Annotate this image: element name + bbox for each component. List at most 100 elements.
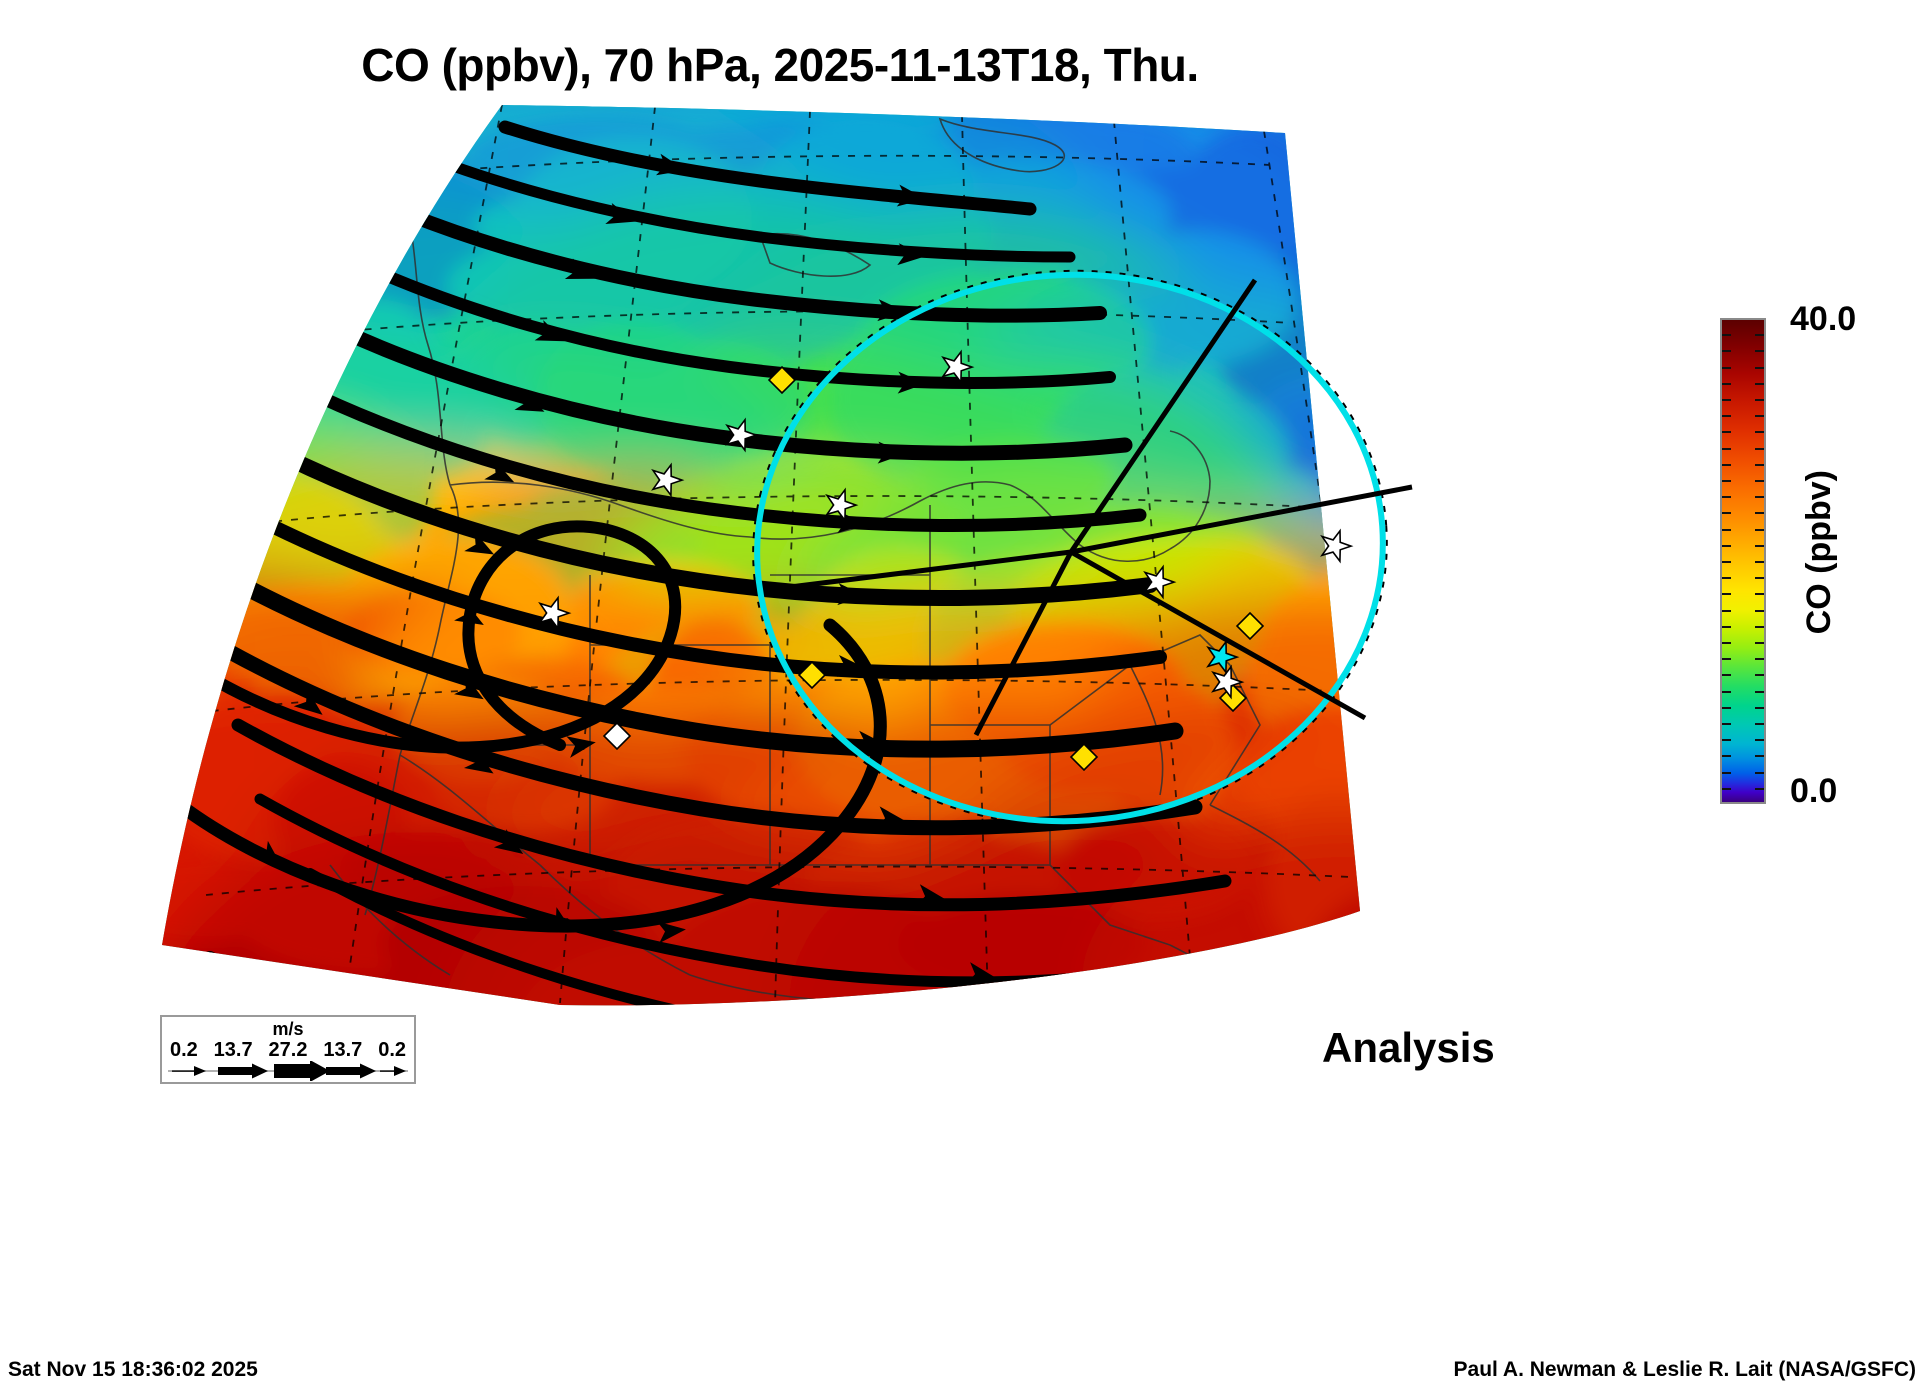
wind-streamline bbox=[288, 378, 1147, 533]
colorbar-tick bbox=[1755, 625, 1764, 628]
station-marker-star[interactable] bbox=[725, 417, 759, 453]
co-field-texture bbox=[1094, 679, 1236, 820]
station-markers-layer[interactable] bbox=[538, 349, 1354, 772]
wind-streamline bbox=[398, 206, 1107, 323]
streamline-arrowhead bbox=[897, 243, 926, 266]
station-marker-star[interactable] bbox=[1143, 564, 1177, 600]
wind-streamline bbox=[262, 441, 1158, 606]
colorbar-tick bbox=[1755, 593, 1764, 596]
streamline-arrowhead bbox=[534, 320, 565, 342]
co-field-texture bbox=[1047, 985, 1274, 1006]
wind-value: 13.7 bbox=[323, 1039, 363, 1061]
colorbar-tick bbox=[1722, 625, 1731, 628]
colorbar-tick bbox=[1722, 739, 1731, 742]
streamline-arrowhead bbox=[253, 840, 283, 868]
colorbar-tick bbox=[1722, 350, 1731, 353]
co-field-texture bbox=[1317, 179, 1360, 359]
station-marker-star[interactable] bbox=[825, 487, 859, 523]
colorbar-tick bbox=[1722, 561, 1731, 563]
co-field-texture bbox=[1268, 786, 1360, 962]
station-marker-star[interactable] bbox=[1206, 639, 1240, 675]
station-marker-diamond[interactable] bbox=[1069, 742, 1099, 772]
streamline-arrowhead bbox=[916, 884, 946, 906]
colorbar-tick bbox=[1722, 642, 1731, 644]
wind-legend-arrow-scale bbox=[168, 1061, 408, 1081]
co-field-texture bbox=[1456, 866, 1480, 990]
colorbar-tick bbox=[1755, 609, 1764, 612]
colorbar-tick bbox=[1755, 366, 1764, 369]
co-field-texture bbox=[162, 317, 298, 441]
colorbar-tick bbox=[1722, 512, 1731, 515]
wind-value: 27.2 bbox=[268, 1039, 308, 1061]
colorbar-tick bbox=[1755, 723, 1764, 725]
colorbar-tick bbox=[1755, 690, 1764, 693]
colorbar-max-label: 40.0 bbox=[1790, 300, 1857, 338]
station-marker-diamond[interactable] bbox=[797, 660, 827, 690]
streamline-arrowhead bbox=[493, 829, 524, 854]
co-field-texture bbox=[662, 886, 978, 1006]
colorbar-tick bbox=[1722, 334, 1731, 337]
colorbar-axis-label: CO (ppbv) bbox=[1800, 470, 1838, 635]
wind-streamline bbox=[229, 574, 1184, 758]
station-marker-diamond[interactable] bbox=[767, 365, 797, 395]
colorbar-tick bbox=[1722, 674, 1731, 677]
streamline-arrowhead bbox=[334, 975, 364, 999]
co-field-texture bbox=[897, 893, 1148, 995]
colorbar-tick bbox=[1722, 496, 1731, 499]
station-marker-star[interactable] bbox=[941, 349, 975, 385]
streamline-arrowhead bbox=[454, 601, 484, 625]
station-marker-diamond[interactable] bbox=[1235, 611, 1265, 641]
streamline-arrowhead bbox=[877, 441, 906, 464]
colorbar-tick bbox=[1755, 739, 1764, 742]
colorbar-tick bbox=[1722, 787, 1731, 790]
map-panel[interactable] bbox=[150, 105, 1480, 1025]
map-canvas[interactable] bbox=[150, 105, 1480, 1025]
co-field-texture bbox=[162, 861, 312, 943]
colorbar-tick bbox=[1722, 544, 1731, 547]
wind-streamline bbox=[305, 868, 1315, 1006]
colorbar-tick bbox=[1755, 528, 1764, 531]
co-field-texture bbox=[162, 630, 192, 771]
colorbar-tick bbox=[1722, 690, 1731, 693]
colorbar-tick bbox=[1722, 593, 1731, 596]
station-marker-star[interactable] bbox=[1211, 664, 1245, 700]
flight-track-radials bbox=[789, 278, 1413, 737]
colorbar-tick bbox=[1722, 706, 1731, 709]
colorbar-tick bbox=[1755, 771, 1764, 774]
colorbar-tick bbox=[1755, 463, 1764, 466]
colorbar-tick bbox=[1755, 544, 1764, 547]
co-field-texture bbox=[1359, 902, 1360, 1006]
wind-streamline bbox=[444, 159, 1076, 263]
station-marker-star[interactable] bbox=[538, 595, 572, 631]
streamline-arrowhead bbox=[605, 202, 636, 225]
analysis-label: Analysis bbox=[1322, 1024, 1495, 1071]
streamline-arrowhead bbox=[876, 806, 906, 829]
colorbar-tick bbox=[1722, 658, 1731, 661]
streamline-arrowhead bbox=[484, 459, 515, 483]
colorbar-tick bbox=[1755, 447, 1764, 450]
streamline-arrowhead bbox=[897, 371, 926, 394]
colorbar-tick bbox=[1755, 480, 1764, 482]
colorbar-tick bbox=[1755, 431, 1764, 434]
station-marker-star[interactable] bbox=[651, 462, 685, 498]
colorbar-tick bbox=[1755, 642, 1764, 644]
colorbar-tick bbox=[1722, 399, 1731, 401]
colorbar-tick bbox=[1755, 496, 1764, 499]
colorbar-tick bbox=[1722, 366, 1731, 369]
wind-value: 0.2 bbox=[378, 1039, 407, 1061]
page-title: CO (ppbv), 70 hPa, 2025-11-13T18, Thu. bbox=[361, 39, 1199, 91]
co-field-texture bbox=[162, 233, 304, 351]
station-marker-star[interactable] bbox=[1320, 528, 1354, 564]
streamline-arrowhead bbox=[454, 675, 484, 700]
colorbar-tick bbox=[1755, 399, 1764, 401]
colorbar-tick bbox=[1755, 415, 1764, 418]
colorbar-tick bbox=[1755, 674, 1764, 677]
wind-legend-unit: m/s bbox=[272, 1019, 304, 1039]
streamline-arrowhead bbox=[966, 962, 996, 984]
station-marker-diamond[interactable] bbox=[602, 721, 632, 751]
colorbar bbox=[1720, 318, 1766, 804]
wind-streamline bbox=[317, 315, 1133, 461]
colorbar-tick bbox=[1755, 577, 1764, 580]
streamline-arrowhead bbox=[837, 583, 866, 606]
colorbar-tick bbox=[1722, 463, 1731, 466]
